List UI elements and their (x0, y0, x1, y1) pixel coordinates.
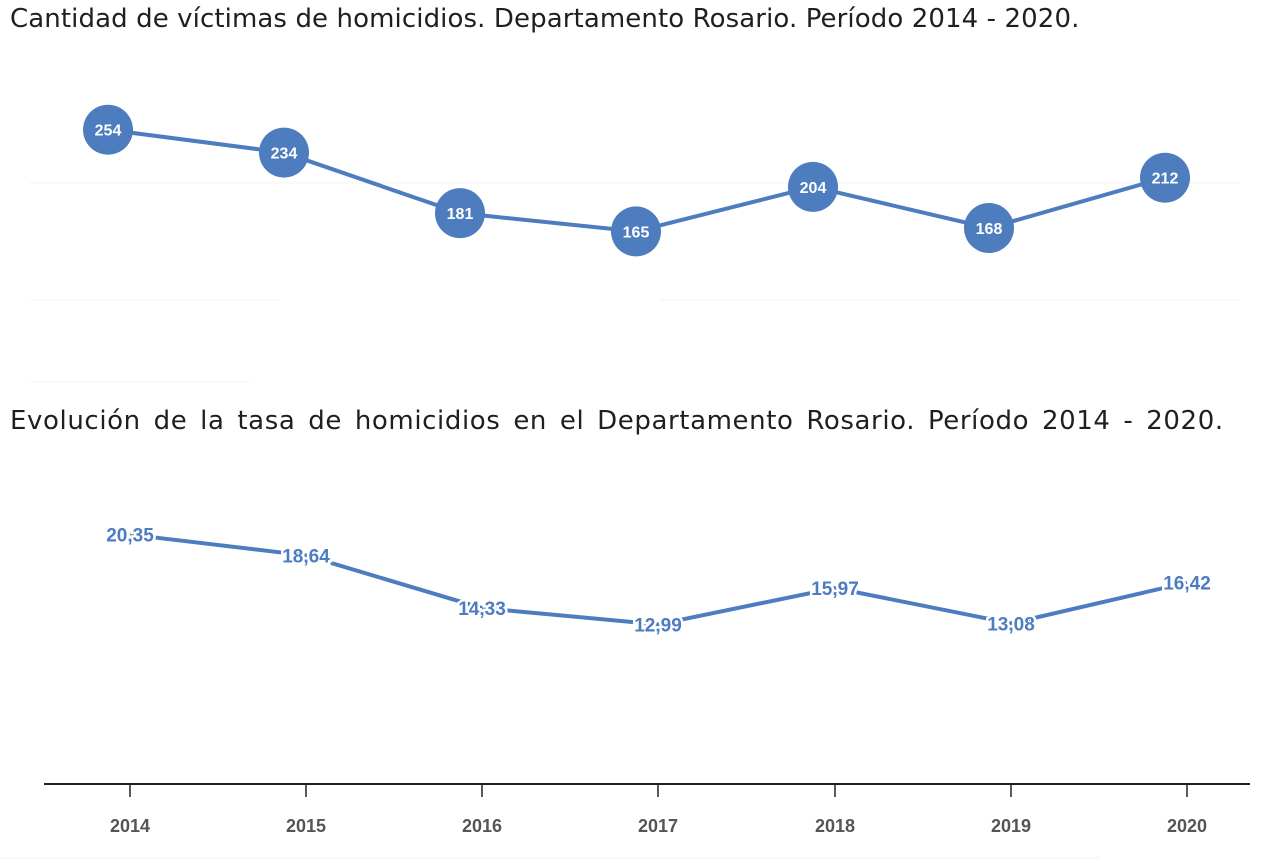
rate-data-label-2015: 18,64 (282, 546, 330, 567)
x-tick-label-2014: 2014 (110, 816, 150, 836)
victims-data-label-2016: 181 (447, 206, 474, 223)
victims-data-label-2020: 212 (1152, 171, 1179, 188)
victims-marker-2014 (83, 104, 133, 155)
victims-marker-2019 (964, 203, 1014, 253)
rate-data-label-2019: 13,08 (987, 614, 1035, 635)
x-tick-label-2020: 2020 (1167, 816, 1207, 836)
rate-data-label-2020: 16,42 (1163, 574, 1211, 595)
chart-title-rate: Evolución de la tasa de homicidios en el… (10, 406, 1224, 436)
victims-data-label-2017: 165 (623, 224, 650, 241)
x-tick-label-2019: 2019 (991, 816, 1031, 836)
faint-gridlines (0, 182, 1240, 859)
victims-marker-2017 (611, 206, 661, 257)
rate-data-label-2014: 20,35 (106, 526, 154, 547)
rate-series-line (129, 532, 1188, 627)
victims-marker-2018 (788, 161, 838, 212)
victims-data-label-2015: 234 (271, 146, 298, 163)
x-tick-label-2017: 2017 (638, 816, 678, 836)
rate-data-label-2017: 12,99 (634, 615, 682, 636)
victims-marker-2015 (259, 127, 309, 178)
rate-data-label-2018: 15,97 (811, 579, 859, 600)
victims-data-label-2014: 254 (95, 123, 122, 140)
x-tick-label-2015: 2015 (286, 816, 326, 836)
x-tick-label-2018: 2018 (815, 816, 855, 836)
rate-data-label-2016: 14,33 (458, 599, 506, 620)
rate-chart: 20,35 18,64 14,33 12,99 15,97 13,08 16,42 (104, 523, 1214, 639)
victims-marker-2020 (1140, 152, 1190, 203)
x-axis: 2014 2015 2016 2017 2018 2019 2020 (44, 783, 1250, 836)
victims-chart: 254 234 181 165 204 168 212 (83, 104, 1190, 257)
x-tick-label-2016: 2016 (462, 816, 502, 836)
victims-data-label-2019: 168 (976, 221, 1003, 238)
chart-title-victims: Cantidad de víctimas de homicidios. Depa… (10, 4, 1080, 34)
victims-marker-2016 (435, 188, 485, 239)
victims-data-label-2018: 204 (800, 180, 827, 197)
